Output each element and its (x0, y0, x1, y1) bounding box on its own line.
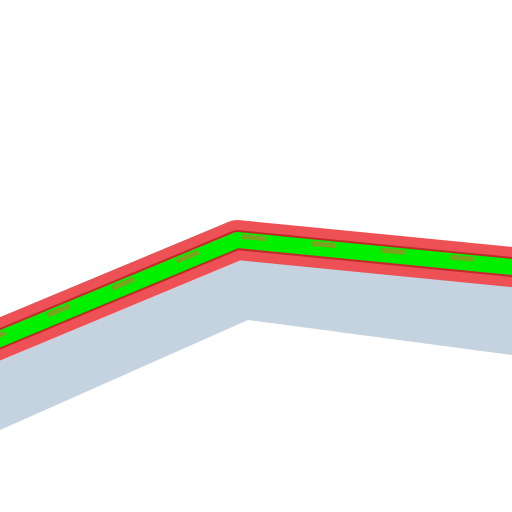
embankment-area (0, 255, 512, 430)
road-fill (0, 232, 512, 348)
